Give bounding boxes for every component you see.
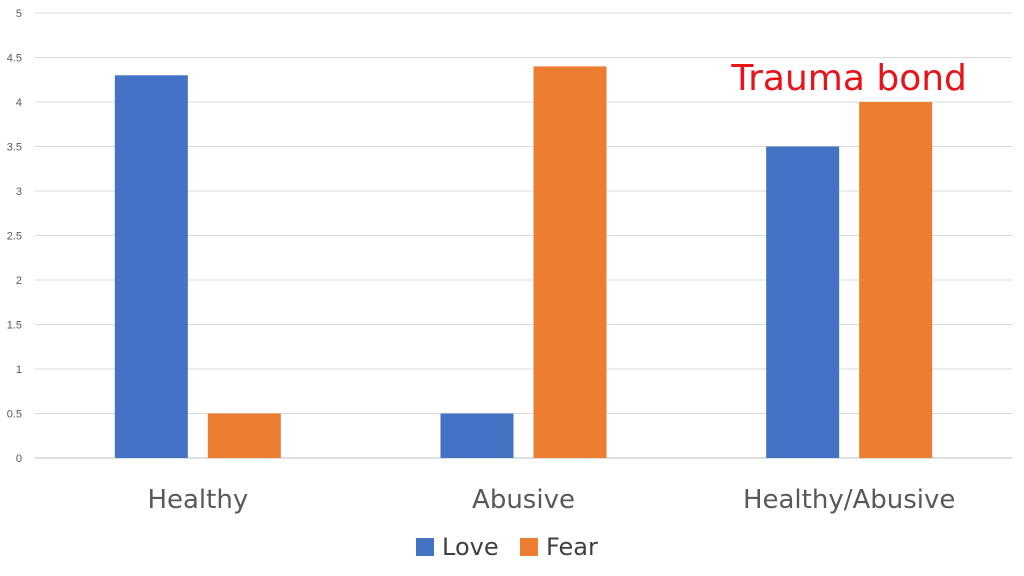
y-tick-label: 3.5 <box>7 142 22 154</box>
x-axis: Healthy Abusive Healthy/Abusive <box>147 485 955 515</box>
legend: Love Fear <box>416 533 598 561</box>
bar-fear <box>859 102 933 458</box>
y-tick-label: 5 <box>16 8 22 20</box>
bar-love <box>114 75 188 459</box>
bar-love <box>766 146 840 458</box>
gridlines <box>35 12 1012 459</box>
legend-swatch-fear <box>520 538 538 556</box>
y-tick-label: 1.5 <box>7 320 22 332</box>
annotation-trauma-bond: Trauma bond <box>730 58 967 99</box>
bars <box>114 66 933 459</box>
y-tick-label: 0 <box>16 453 22 465</box>
y-tick-label: 2.5 <box>7 231 22 243</box>
y-tick-label: 0.5 <box>7 409 22 421</box>
y-axis: 0 0.5 1 1.5 2 2.5 3 3.5 4 4.5 5 <box>7 8 22 465</box>
y-tick-label: 4.5 <box>7 53 22 65</box>
x-tick-label: Abusive <box>472 485 575 515</box>
y-tick-label: 1 <box>16 364 22 376</box>
x-tick-label: Healthy <box>147 485 248 515</box>
legend-label-fear: Fear <box>546 533 598 561</box>
legend-label-love: Love <box>442 533 499 561</box>
legend-swatch-love <box>416 538 434 556</box>
y-tick-label: 4 <box>16 97 22 109</box>
bar-fear <box>533 66 607 459</box>
y-tick-label: 2 <box>16 275 22 287</box>
x-tick-label: Healthy/Abusive <box>743 485 955 515</box>
y-tick-label: 3 <box>16 186 22 198</box>
bar-love <box>440 413 514 458</box>
bar-fear <box>207 413 281 458</box>
